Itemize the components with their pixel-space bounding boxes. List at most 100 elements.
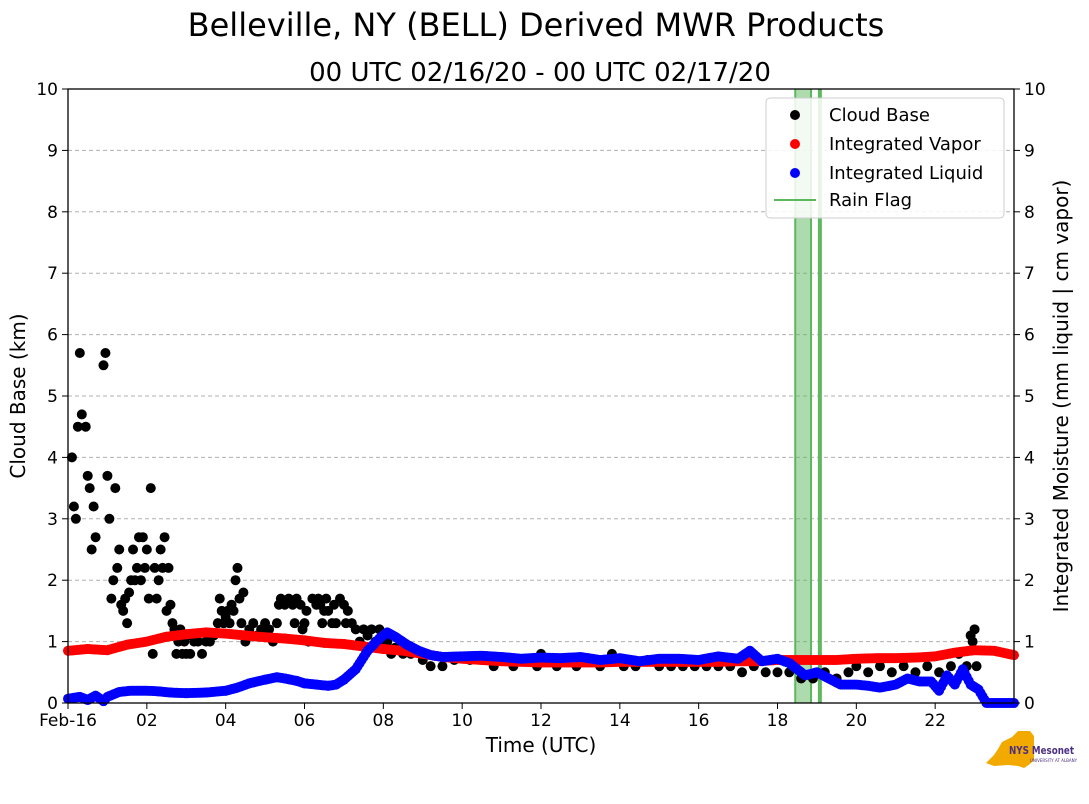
data-series <box>63 348 1019 708</box>
cloud-base-point <box>122 618 133 629</box>
cloud-base-point <box>118 605 129 616</box>
chart-title: Belleville, NY (BELL) Derived MWR Produc… <box>188 6 885 44</box>
cloud-base-point <box>110 483 121 494</box>
y-right-tick-label: 10 <box>1024 80 1046 100</box>
cloud-base-point <box>934 667 945 678</box>
cloud-base-point <box>102 470 113 481</box>
cloud-base-point <box>80 421 91 432</box>
cloud-base-point <box>238 587 249 598</box>
cloud-base-point <box>898 661 909 672</box>
x-tick-label: 22 <box>924 711 946 731</box>
y-axis-right-label: Integrated Moisture (mm liquid | cm vapo… <box>1049 180 1073 613</box>
legend-cloud-base-label: Cloud Base <box>829 105 930 126</box>
cloud-base-point <box>165 599 176 610</box>
y-tick-label: 9 <box>47 141 58 161</box>
x-tick-label: 04 <box>215 711 237 731</box>
x-axis-ticks: Feb-16 02 04 06 08 10 12 14 16 18 20 22 <box>39 703 946 731</box>
y-right-tick-label: 4 <box>1024 448 1035 468</box>
y-right-tick-label: 0 <box>1024 694 1035 714</box>
cloud-base-point <box>131 562 142 573</box>
y-tick-label: 5 <box>47 387 58 407</box>
cloud-base-point <box>193 636 204 647</box>
cloud-base-point <box>143 593 154 604</box>
x-tick-label: Feb-16 <box>39 711 97 731</box>
y-axis-label: Cloud Base (km) <box>6 313 30 478</box>
cloud-base-point <box>289 618 300 629</box>
cloud-base-point <box>141 544 152 555</box>
cloud-base-point <box>437 661 448 672</box>
rain-flag-bands <box>794 89 822 703</box>
cloud-base-point <box>153 575 164 586</box>
cloud-base-point <box>76 409 87 420</box>
cloud-base-point <box>317 618 328 629</box>
cloud-base-point <box>159 532 170 543</box>
y-right-tick-label: 5 <box>1024 387 1035 407</box>
y-tick-label: 2 <box>47 571 58 591</box>
cloud-base-point <box>248 618 259 629</box>
logo-subtext: UNIVERSITY AT ALBANY <box>1030 758 1078 763</box>
x-tick-label: 16 <box>688 711 710 731</box>
cloud-base-point <box>82 470 93 481</box>
cloud-base-point <box>100 348 111 359</box>
chart-subtitle: 00 UTC 02/16/20 - 00 UTC 02/17/20 <box>309 58 771 88</box>
y-tick-label: 10 <box>36 80 58 100</box>
y-right-tick-label: 7 <box>1024 264 1035 284</box>
legend-integrated-liquid-marker <box>790 168 800 178</box>
y-right-tick-label: 9 <box>1024 141 1035 161</box>
cloud-base-point <box>88 501 99 512</box>
cloud-base-point <box>84 483 95 494</box>
y-axis-right-ticks: 0 1 2 3 4 5 6 7 8 9 10 <box>1014 80 1046 714</box>
cloud-base-point <box>185 648 196 659</box>
grid-lines <box>68 149 1014 643</box>
cloud-base-point <box>74 348 85 359</box>
cloud-base-point <box>299 618 310 629</box>
cloud-base-point <box>230 575 241 586</box>
cloud-base-point <box>90 532 101 543</box>
y-tick-label: 6 <box>47 326 58 346</box>
cloud-base-point <box>66 452 77 463</box>
x-tick-label: 12 <box>530 711 552 731</box>
y-right-tick-label: 6 <box>1024 326 1035 346</box>
legend-integrated-vapor-label: Integrated Vapor <box>829 134 981 155</box>
cloud-base-point <box>863 667 874 678</box>
x-tick-label: 20 <box>846 711 868 731</box>
cloud-base-point <box>112 562 123 573</box>
cloud-base-point <box>163 562 174 573</box>
cloud-base-point <box>971 661 982 672</box>
cloud-base-point <box>70 513 81 524</box>
cloud-base-point <box>331 618 342 629</box>
rain-flag-band <box>795 89 812 703</box>
y-right-tick-label: 8 <box>1024 203 1035 223</box>
new-york-state-shape-icon <box>986 731 1034 768</box>
legend-rain-flag-label: Rain Flag <box>829 190 912 211</box>
cloud-base-point <box>86 544 97 555</box>
cloud-base-point <box>124 587 135 598</box>
cloud-base-point <box>147 648 158 659</box>
y-tick-label: 8 <box>47 203 58 223</box>
cloud-base-point <box>149 562 160 573</box>
cloud-base-point <box>737 667 748 678</box>
cloud-base-point <box>128 544 139 555</box>
y-tick-label: 1 <box>47 633 58 653</box>
cloud-base-point <box>232 562 243 573</box>
cloud-base-point <box>969 624 980 635</box>
y-right-tick-label: 3 <box>1024 510 1035 530</box>
x-tick-label: 02 <box>136 711 158 731</box>
cloud-base-point <box>922 661 933 672</box>
cloud-base-point <box>321 593 332 604</box>
legend-integrated-vapor-marker <box>790 139 800 149</box>
cloud-base-point <box>98 360 109 371</box>
cloud-base-point <box>214 593 225 604</box>
legend-integrated-liquid-label: Integrated Liquid <box>829 163 983 184</box>
cloud-base-point <box>145 483 156 494</box>
cloud-base-point <box>350 624 361 635</box>
y-axis-left-ticks: 0 1 2 3 4 5 6 7 8 9 10 <box>36 80 68 714</box>
cloud-base-point <box>760 667 771 678</box>
cloud-base-point <box>104 513 115 524</box>
legend-cloud-base-marker <box>790 110 800 120</box>
cloud-base-point <box>967 636 978 647</box>
cloud-base-point <box>874 661 885 672</box>
logo-text: NYS Mesonet <box>1009 744 1074 757</box>
cloud-base-point <box>224 618 235 629</box>
